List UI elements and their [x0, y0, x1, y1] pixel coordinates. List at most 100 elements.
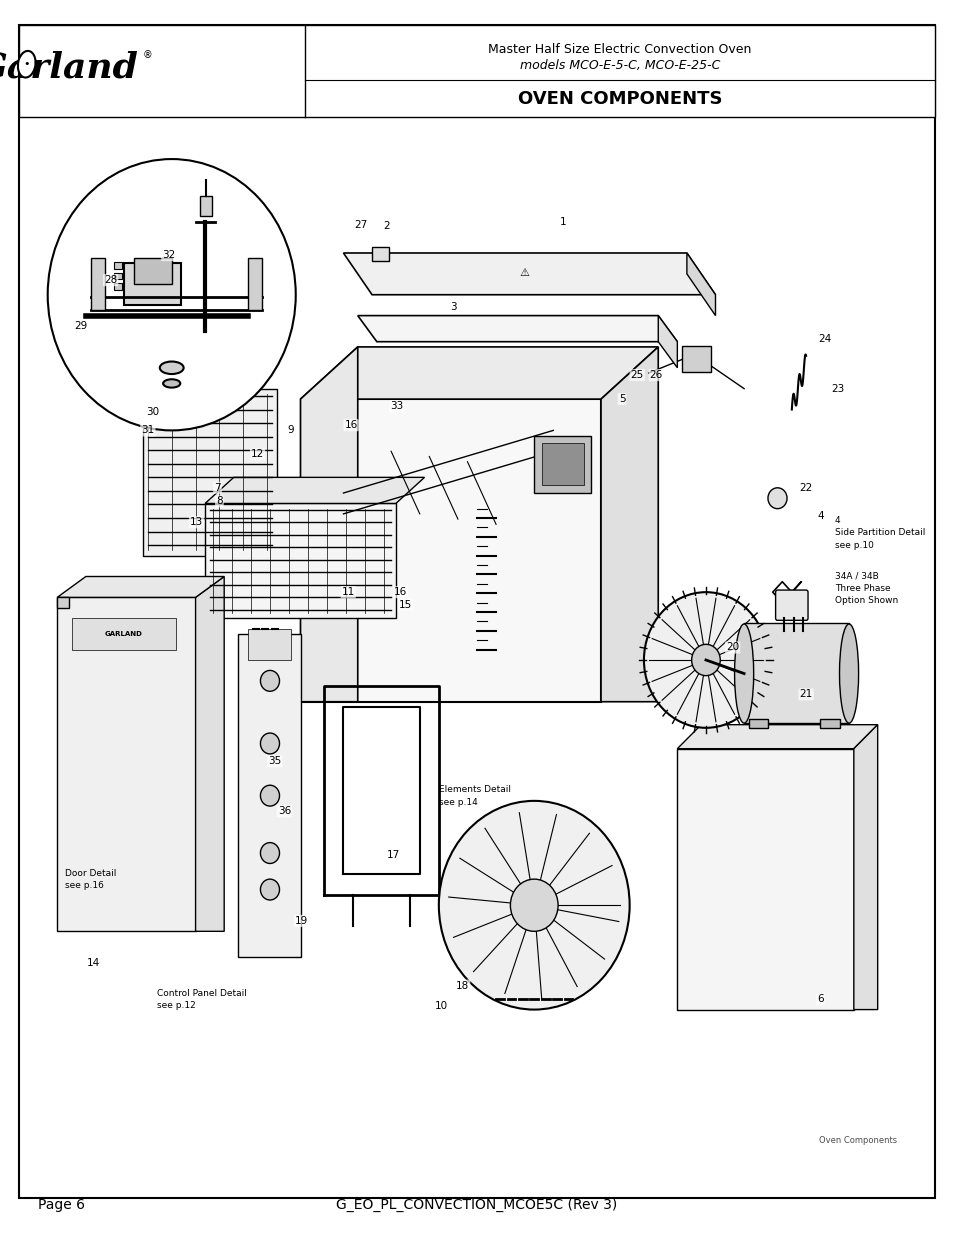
- Polygon shape: [658, 316, 677, 368]
- Bar: [372, 247, 389, 262]
- Text: Door Detail
see p.16: Door Detail see p.16: [65, 868, 116, 890]
- Polygon shape: [600, 347, 658, 701]
- Text: models MCO-E-5-C, MCO-E-25-C: models MCO-E-5-C, MCO-E-25-C: [519, 59, 720, 72]
- Polygon shape: [195, 577, 224, 931]
- Text: 15: 15: [398, 600, 412, 610]
- Text: 22: 22: [799, 483, 812, 493]
- Text: 4: 4: [817, 511, 822, 521]
- Polygon shape: [677, 725, 877, 748]
- Circle shape: [691, 645, 720, 676]
- Bar: [124, 263, 181, 305]
- Polygon shape: [300, 347, 658, 399]
- FancyBboxPatch shape: [775, 590, 807, 620]
- Text: 24: 24: [818, 333, 831, 343]
- Bar: [114, 283, 122, 289]
- Text: •: •: [24, 59, 30, 69]
- Text: 7: 7: [214, 483, 220, 493]
- Circle shape: [260, 785, 279, 806]
- Bar: [57, 598, 69, 608]
- Text: 1: 1: [559, 216, 565, 227]
- Text: 10: 10: [435, 1002, 448, 1011]
- Circle shape: [438, 800, 629, 1009]
- Ellipse shape: [18, 51, 35, 78]
- Bar: [314, 415, 586, 692]
- Bar: [677, 748, 853, 1009]
- Polygon shape: [300, 347, 357, 701]
- Bar: [743, 624, 848, 722]
- Text: 27: 27: [354, 220, 367, 230]
- Text: 12: 12: [251, 450, 264, 459]
- Text: 17: 17: [386, 850, 399, 860]
- Text: 25: 25: [630, 370, 643, 380]
- Bar: [91, 258, 105, 310]
- Bar: [114, 273, 122, 279]
- Circle shape: [260, 842, 279, 863]
- Bar: [541, 443, 583, 484]
- Ellipse shape: [163, 379, 180, 388]
- Circle shape: [260, 879, 279, 900]
- Text: 36: 36: [277, 806, 291, 816]
- Text: 32: 32: [162, 249, 175, 261]
- Text: ⚠: ⚠: [519, 268, 529, 278]
- Text: OVEN COMPONENTS: OVEN COMPONENTS: [517, 90, 721, 107]
- Text: 21: 21: [799, 689, 812, 699]
- Bar: [681, 346, 710, 372]
- Polygon shape: [686, 253, 715, 316]
- Bar: [248, 258, 262, 310]
- Text: Elements Detail
see p.14: Elements Detail see p.14: [438, 785, 510, 806]
- Bar: [114, 262, 122, 269]
- Polygon shape: [357, 316, 677, 342]
- Text: 23: 23: [830, 384, 843, 394]
- Bar: [200, 195, 212, 216]
- Polygon shape: [205, 478, 424, 504]
- Text: 5: 5: [618, 394, 624, 404]
- Bar: [71, 619, 176, 650]
- Text: 2: 2: [383, 221, 389, 231]
- Bar: [205, 504, 395, 619]
- Polygon shape: [57, 577, 224, 598]
- Text: Master Half Size Electric Convection Oven: Master Half Size Electric Convection Ove…: [488, 43, 751, 56]
- Text: 28: 28: [104, 275, 117, 285]
- Text: 14: 14: [87, 957, 100, 967]
- Bar: [820, 720, 839, 727]
- Ellipse shape: [839, 624, 858, 724]
- Text: 33: 33: [390, 401, 403, 411]
- Text: 30: 30: [146, 406, 159, 416]
- Bar: [57, 598, 195, 931]
- Circle shape: [767, 488, 786, 509]
- Text: 16: 16: [394, 587, 407, 598]
- Text: Oven Components: Oven Components: [818, 1136, 896, 1145]
- Circle shape: [260, 734, 279, 753]
- Text: 18: 18: [456, 981, 469, 990]
- Text: 34A / 34B
Three Phase
Option Shown: 34A / 34B Three Phase Option Shown: [834, 572, 897, 605]
- Bar: [19, 25, 934, 117]
- Text: G_EO_PL_CONVECTION_MCOE5C (Rev 3): G_EO_PL_CONVECTION_MCOE5C (Rev 3): [336, 1198, 617, 1213]
- Circle shape: [643, 592, 767, 727]
- Circle shape: [510, 879, 558, 931]
- Text: ®: ®: [143, 51, 152, 61]
- Text: GARLAND: GARLAND: [105, 631, 143, 637]
- Bar: [248, 629, 291, 659]
- Bar: [748, 720, 767, 727]
- Text: Control Panel Detail
see p.12: Control Panel Detail see p.12: [157, 989, 247, 1010]
- Polygon shape: [343, 253, 715, 295]
- Text: 16: 16: [344, 420, 357, 430]
- Text: 35: 35: [268, 756, 281, 766]
- Ellipse shape: [159, 362, 183, 374]
- Bar: [143, 389, 276, 556]
- Text: 3: 3: [450, 303, 456, 312]
- Text: 31: 31: [141, 425, 154, 436]
- Text: 20: 20: [725, 642, 739, 652]
- Text: 8: 8: [216, 496, 222, 506]
- Text: 13: 13: [190, 517, 203, 527]
- Text: 19: 19: [294, 916, 308, 926]
- Text: 26: 26: [649, 370, 662, 380]
- Text: 4
Side Partition Detail
see p.10: 4 Side Partition Detail see p.10: [834, 516, 924, 550]
- Bar: [534, 436, 591, 493]
- Text: Garland: Garland: [0, 51, 138, 85]
- Text: 9: 9: [288, 425, 294, 436]
- Text: 6: 6: [817, 994, 822, 1004]
- Text: 29: 29: [74, 321, 88, 331]
- Circle shape: [48, 159, 295, 430]
- Circle shape: [260, 671, 279, 692]
